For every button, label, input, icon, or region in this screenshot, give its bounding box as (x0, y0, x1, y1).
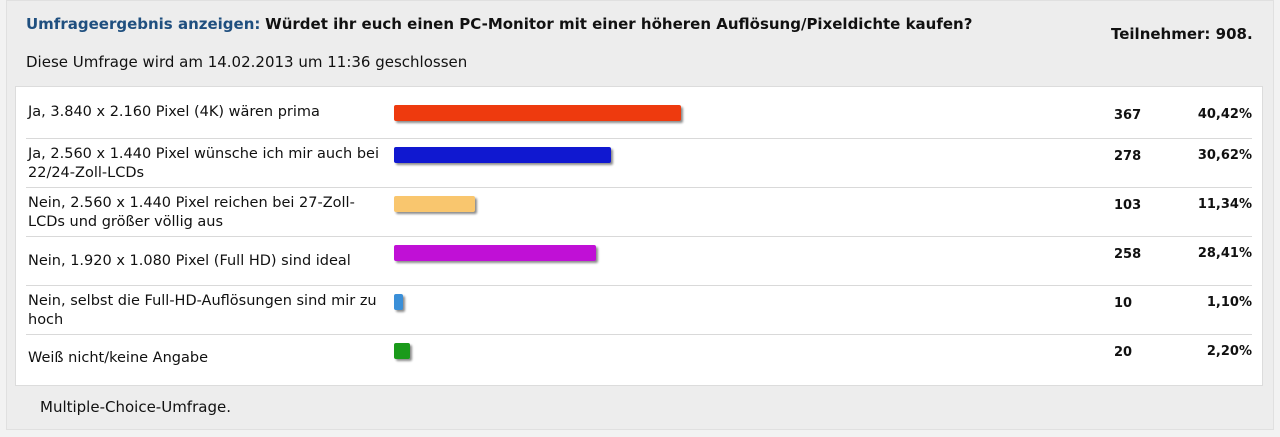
option-label: Nein, 2.560 x 1.440 Pixel reichen bei 27… (28, 194, 355, 230)
poll-question: Würdet ihr euch einen PC-Monitor mit ein… (265, 15, 973, 33)
participants-count: Teilnehmer: 908. (1111, 25, 1253, 43)
vote-percent: 11,34% (1197, 197, 1252, 212)
vote-percent: 2,20% (1206, 344, 1252, 359)
result-row: Nein, 2.560 x 1.440 Pixel reichen bei 27… (26, 188, 1252, 237)
poll-header: Umfrageergebnis anzeigen: Würdet ihr euc… (26, 15, 972, 33)
result-row: Weiß nicht/keine Angabe 20 2,20% (26, 335, 1252, 383)
result-bar (394, 105, 681, 121)
vote-count: 367 (1114, 108, 1142, 123)
result-row: Nein, selbst die Full-HD-Auflösungen sin… (26, 286, 1252, 335)
result-bar (394, 196, 475, 212)
vote-count: 258 (1114, 247, 1142, 262)
vote-count: 278 (1114, 149, 1142, 164)
result-bar (394, 147, 611, 163)
result-bar (394, 245, 596, 261)
vote-count: 20 (1114, 345, 1133, 360)
vote-percent: 28,41% (1197, 246, 1252, 261)
option-label: Nein, 1.920 x 1.080 Pixel (Full HD) sind… (28, 252, 351, 269)
option-label: Nein, selbst die Full-HD-Auflösungen sin… (28, 292, 377, 328)
result-row: Ja, 3.840 x 2.160 Pixel (4K) wären prima… (26, 87, 1252, 139)
option-label: Ja, 2.560 x 1.440 Pixel wünsche ich mir … (28, 145, 379, 181)
option-label: Ja, 3.840 x 2.160 Pixel (4K) wären prima (28, 104, 320, 120)
result-row: Ja, 2.560 x 1.440 Pixel wünsche ich mir … (26, 139, 1252, 188)
results-table: Ja, 3.840 x 2.160 Pixel (4K) wären prima… (15, 86, 1263, 386)
vote-count: 10 (1114, 296, 1133, 311)
vote-percent: 1,10% (1206, 295, 1252, 310)
result-row: Nein, 1.920 x 1.080 Pixel (Full HD) sind… (26, 237, 1252, 286)
result-bar (394, 294, 403, 310)
vote-percent: 30,62% (1197, 148, 1252, 163)
poll-title-prefix: Umfrageergebnis anzeigen: (26, 15, 261, 33)
vote-percent: 40,42% (1197, 107, 1252, 122)
result-bar (394, 343, 410, 359)
vote-count: 103 (1114, 198, 1142, 213)
option-label: Weiß nicht/keine Angabe (28, 350, 209, 366)
poll-closing-notice: Diese Umfrage wird am 14.02.2013 um 11:3… (26, 53, 468, 71)
poll-type-note: Multiple-Choice-Umfrage. (40, 398, 231, 416)
